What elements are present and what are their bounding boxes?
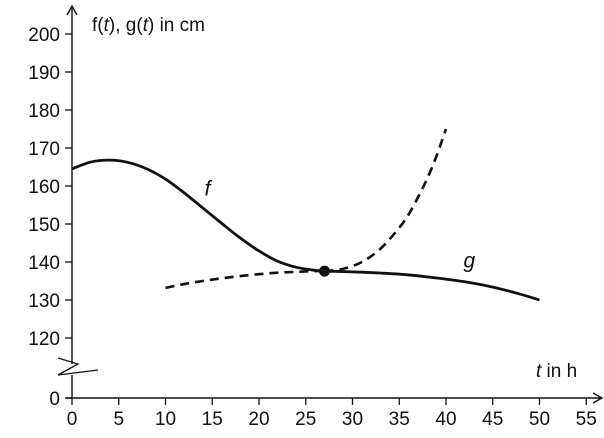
y-tick-label: 140 — [28, 253, 60, 274]
x-tick-label: 30 — [342, 409, 363, 430]
y-tick-label: 180 — [28, 101, 60, 122]
x-axis-title: t in h — [536, 361, 577, 382]
y-tick-label: 0 — [49, 389, 60, 410]
axes-group — [57, 4, 604, 405]
series-dashed-line-3 — [324, 128, 448, 273]
y-tick-label: 120 — [28, 329, 60, 350]
series-dashed-line-2 — [165, 269, 325, 290]
series-f-line — [71, 158, 325, 273]
x-tick-label: 0 — [67, 409, 78, 430]
x-tick-label: 15 — [202, 409, 223, 430]
x-tick-label: 40 — [435, 409, 456, 430]
y-tick-label: 150 — [28, 215, 60, 236]
x-tick-label: 45 — [482, 409, 503, 430]
x-tick-label: 5 — [113, 409, 124, 430]
labels-group: 0 5 10 15 20 25 30 35 40 45 50 55 0 120 130 140 150 160 17… — [28, 15, 597, 430]
x-tick-label: 35 — [389, 409, 410, 430]
y-tick-label: 130 — [28, 291, 60, 312]
x-tick-label: 25 — [295, 409, 316, 430]
x-tick-label: 10 — [155, 409, 176, 430]
x-tick-label: 55 — [576, 409, 597, 430]
curve-label-g: g — [464, 250, 476, 273]
curve-label-f: f — [205, 178, 213, 201]
y-tick-label: 160 — [28, 177, 60, 198]
series-group — [71, 128, 540, 302]
y-tick-label: 170 — [28, 139, 60, 160]
x-tick-label: 20 — [248, 409, 269, 430]
x-axis-arrow — [592, 392, 604, 404]
y-tick-label: 200 — [28, 25, 60, 46]
y-tick-label: 190 — [28, 63, 60, 84]
y-axis-arrow — [66, 4, 78, 16]
y-axis-break — [57, 357, 99, 376]
x-tick-label: 50 — [529, 409, 550, 430]
series-g-line — [324, 269, 540, 302]
intersection-point — [318, 265, 330, 277]
y-axis-title: f(t), g(t) in cm — [92, 15, 205, 36]
